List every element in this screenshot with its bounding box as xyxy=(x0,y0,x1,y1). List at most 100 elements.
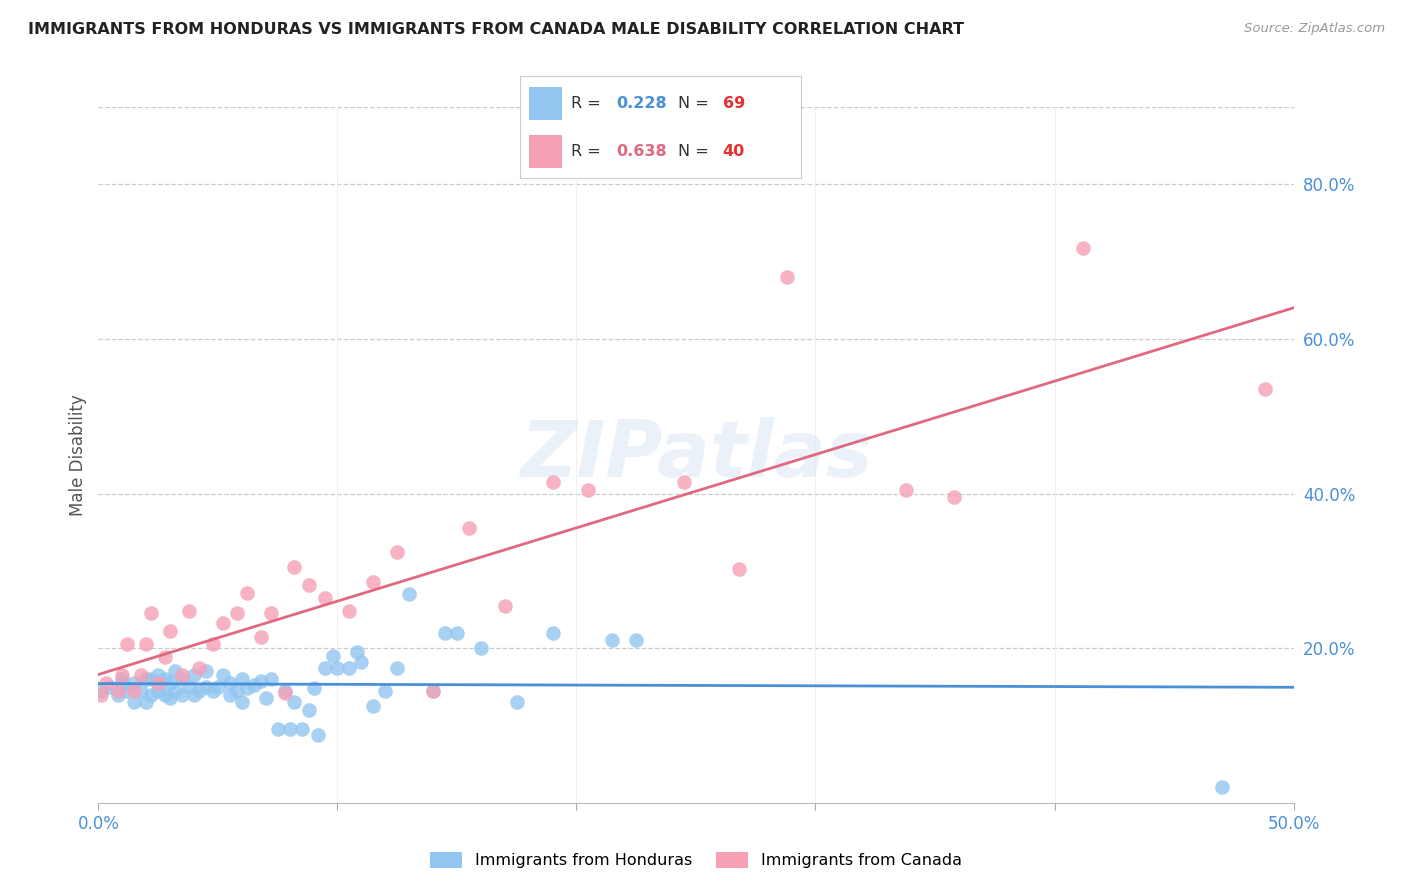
Point xyxy=(728,562,751,576)
Point xyxy=(183,688,205,702)
Point xyxy=(135,637,157,651)
Point xyxy=(155,688,177,702)
Point xyxy=(194,665,218,679)
Point xyxy=(187,660,209,674)
Point xyxy=(626,633,648,648)
Point xyxy=(291,723,314,737)
Point xyxy=(298,703,321,717)
Point xyxy=(259,607,281,621)
Y-axis label: Male Disability: Male Disability xyxy=(69,394,87,516)
Point xyxy=(159,676,181,690)
Text: N =: N = xyxy=(678,145,714,160)
Point xyxy=(124,695,146,709)
Point xyxy=(111,672,134,686)
Text: 0.638: 0.638 xyxy=(616,145,666,160)
Point xyxy=(235,681,257,696)
Point xyxy=(278,723,301,737)
Point xyxy=(576,483,599,497)
Text: IMMIGRANTS FROM HONDURAS VS IMMIGRANTS FROM CANADA MALE DISABILITY CORRELATION C: IMMIGRANTS FROM HONDURAS VS IMMIGRANTS F… xyxy=(28,22,965,37)
Point xyxy=(90,683,112,698)
Point xyxy=(494,599,516,613)
Point xyxy=(673,475,696,489)
Point xyxy=(235,585,257,599)
Point xyxy=(194,680,218,694)
Point xyxy=(363,699,385,714)
Point xyxy=(326,660,349,674)
Point xyxy=(385,544,409,558)
Point xyxy=(363,575,385,590)
Point xyxy=(422,683,444,698)
Point xyxy=(124,676,146,690)
Text: 69: 69 xyxy=(723,96,745,111)
Point xyxy=(202,683,225,698)
Point xyxy=(896,483,918,497)
Point xyxy=(1254,382,1277,396)
Point xyxy=(226,683,249,698)
Point xyxy=(254,691,277,706)
Point xyxy=(94,676,117,690)
Point xyxy=(107,688,129,702)
Point xyxy=(163,665,186,679)
Point xyxy=(163,683,186,698)
Point xyxy=(541,475,564,489)
Point xyxy=(115,683,138,698)
Point xyxy=(172,672,194,686)
Point xyxy=(131,683,153,698)
Point xyxy=(90,688,112,702)
Legend: Immigrants from Honduras, Immigrants from Canada: Immigrants from Honduras, Immigrants fro… xyxy=(423,846,969,875)
Point xyxy=(207,680,229,694)
Point xyxy=(159,691,181,706)
Point xyxy=(446,625,468,640)
Point xyxy=(159,624,181,639)
Point xyxy=(148,676,170,690)
Point xyxy=(1071,241,1094,255)
Point xyxy=(211,668,233,682)
Text: ZIPatlas: ZIPatlas xyxy=(520,417,872,493)
Point xyxy=(172,668,194,682)
Point xyxy=(219,688,242,702)
Point xyxy=(458,521,481,535)
Point xyxy=(1211,780,1233,795)
Point xyxy=(179,604,201,618)
Point xyxy=(226,607,249,621)
Point xyxy=(139,672,162,686)
Point xyxy=(148,683,170,698)
Bar xyxy=(529,87,562,120)
Point xyxy=(148,668,170,682)
Point xyxy=(339,660,360,674)
Point xyxy=(179,680,201,694)
Point xyxy=(115,637,138,651)
Point xyxy=(350,655,373,669)
Point xyxy=(385,660,409,674)
Point xyxy=(139,607,162,621)
Point xyxy=(602,633,624,648)
Point xyxy=(470,641,492,656)
Point xyxy=(135,695,157,709)
Point xyxy=(250,630,273,644)
Point xyxy=(211,616,233,631)
Point xyxy=(267,723,290,737)
Point xyxy=(506,695,529,709)
Point xyxy=(172,688,194,702)
Point xyxy=(183,668,205,682)
Text: R =: R = xyxy=(571,96,606,111)
Point xyxy=(135,672,157,686)
Text: 0.228: 0.228 xyxy=(616,96,666,111)
Point xyxy=(433,625,456,640)
Point xyxy=(250,673,273,688)
Text: R =: R = xyxy=(571,145,606,160)
Point xyxy=(219,676,242,690)
Text: Source: ZipAtlas.com: Source: ZipAtlas.com xyxy=(1244,22,1385,36)
Point xyxy=(155,672,177,686)
Point xyxy=(398,587,420,601)
Point xyxy=(339,604,360,618)
Point xyxy=(231,672,253,686)
Point xyxy=(283,695,305,709)
Point xyxy=(315,660,337,674)
Point xyxy=(943,491,966,505)
Point xyxy=(274,686,297,700)
Point xyxy=(202,637,225,651)
Point xyxy=(243,678,266,692)
Point xyxy=(131,668,153,682)
Point xyxy=(541,625,564,640)
